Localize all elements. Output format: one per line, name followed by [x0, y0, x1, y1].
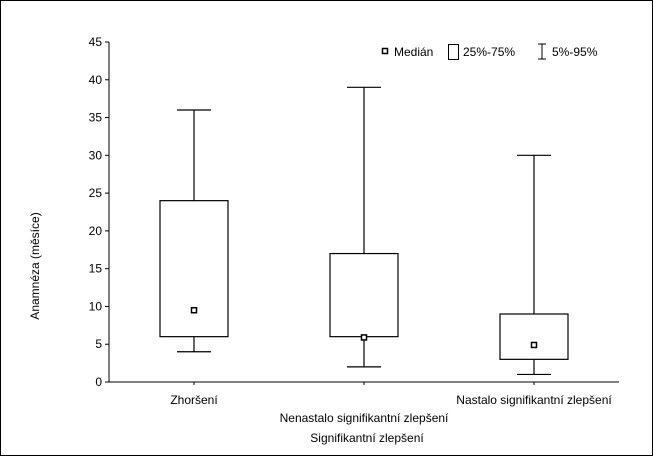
median-marker	[360, 334, 368, 341]
y-tick-label: 30	[89, 148, 103, 162]
median-marker	[530, 341, 538, 349]
y-tick-label: 15	[89, 262, 103, 276]
x-axis-ticks: Zhoršení Nenastalo signifikantní zlepšení…	[170, 382, 612, 425]
legend-box-icon	[448, 44, 459, 60]
x-tick-label: Zhoršení	[170, 393, 218, 407]
legend-box-label: 25%-75%	[463, 45, 515, 59]
legend-whisker-label: 5%-95%	[552, 45, 598, 59]
x-tick-label: Nastalo signifikantní zlepšení	[456, 393, 612, 407]
y-axis-label: Anamnéza (měsíce)	[28, 212, 42, 319]
legend-median-label: Medián	[394, 45, 433, 59]
box-iqr	[499, 313, 569, 360]
box-3	[499, 154, 569, 376]
box-1	[159, 109, 229, 353]
median-marker	[190, 306, 198, 314]
y-tick-label: 40	[89, 73, 103, 87]
y-tick-label: 10	[89, 299, 103, 313]
y-tick-label: 5	[95, 337, 102, 351]
legend-whisker-icon	[538, 43, 546, 60]
x-axis-label: Signifikantní zlepšení	[310, 431, 424, 445]
y-tick-label: 35	[89, 111, 103, 125]
x-tick-label: Nenastalo signifikantní zlepšení	[280, 411, 449, 425]
box-iqr	[159, 200, 229, 338]
boxes	[159, 86, 569, 376]
y-axis-ticks: 0 5 10 15 20 25 30 35 40 45	[89, 35, 109, 389]
y-tick-label: 25	[89, 186, 103, 200]
y-tick-label: 45	[89, 35, 103, 49]
y-tick-label: 20	[89, 224, 103, 238]
legend: Medián 25%-75% 5%-95%	[381, 43, 598, 60]
legend-median-icon	[381, 47, 389, 55]
box-2	[329, 86, 399, 368]
box-iqr	[329, 252, 399, 338]
y-tick-label: 0	[95, 375, 102, 389]
